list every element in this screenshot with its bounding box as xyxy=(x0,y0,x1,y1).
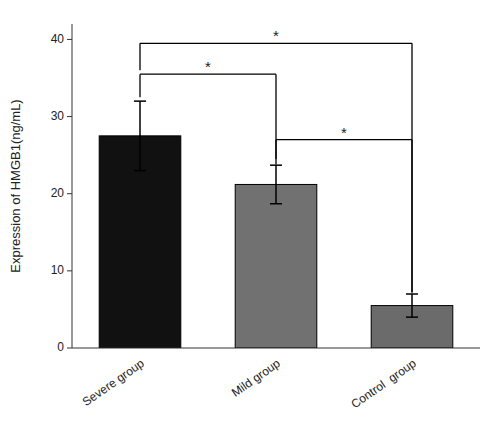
y-tick-label: 20 xyxy=(51,186,65,200)
y-axis-label: Expression of HMGB1(ng/mL) xyxy=(8,99,23,272)
y-tick xyxy=(67,193,72,194)
bracket-left xyxy=(139,74,140,97)
x-tick-label: Severe group xyxy=(80,356,147,409)
y-axis-line xyxy=(72,24,73,348)
y-tick-label: 40 xyxy=(51,32,65,46)
y-tick-label: 30 xyxy=(51,109,65,123)
bracket-right xyxy=(275,74,276,164)
significance-label: * xyxy=(205,58,211,75)
y-tick xyxy=(67,116,72,117)
bracket-right xyxy=(411,43,412,292)
y-tick-label: 0 xyxy=(57,340,64,354)
bracket-right xyxy=(411,140,412,293)
x-tick-label: Control group xyxy=(348,356,419,411)
y-tick xyxy=(67,348,72,349)
significance-brackets: * * * xyxy=(140,27,412,292)
bracket-left xyxy=(139,43,140,70)
error-bar xyxy=(134,101,146,170)
axes: 0 10 20 30 40 Severe group Mild group Control g… xyxy=(51,24,480,411)
y-tick-label: 10 xyxy=(51,263,65,277)
x-axis-line xyxy=(72,348,480,349)
error-bar xyxy=(270,165,282,204)
significance-label: * xyxy=(341,124,347,141)
x-tick-label: Mild group xyxy=(229,356,283,400)
error-bar xyxy=(406,294,418,317)
y-tick xyxy=(67,39,72,40)
bar xyxy=(235,184,317,348)
significance-label: * xyxy=(273,27,279,44)
chart: 0 10 20 30 40 Severe group Mild group Control g… xyxy=(0,0,500,440)
y-tick xyxy=(67,270,72,271)
chart-container: 0 10 20 30 40 Severe group Mild group Control g… xyxy=(0,0,500,440)
bracket-left xyxy=(275,140,276,159)
